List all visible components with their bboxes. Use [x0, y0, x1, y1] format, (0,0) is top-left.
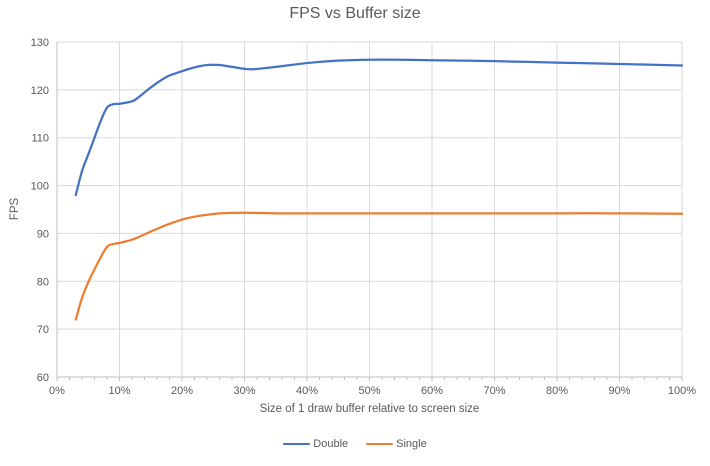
x-tick-label: 10%: [108, 385, 130, 397]
legend-item-double: Double: [283, 438, 348, 450]
y-tick-label: 110: [31, 133, 49, 145]
legend-label-double: Double: [313, 438, 349, 450]
plot-area: 60 70 80 90 100 110 120 130 0% 10% 20% 30% 40% 50% 60%…: [31, 37, 697, 397]
y-tick-label: 120: [31, 85, 49, 97]
legend-swatch-single: [366, 442, 394, 446]
x-tick-label: 50%: [358, 385, 380, 397]
y-tick-label: 70: [37, 324, 49, 336]
y-tick-label: 100: [31, 181, 49, 193]
x-axis-title: Size of 1 draw buffer relative to screen…: [259, 403, 480, 415]
legend-swatch-double: [283, 442, 311, 446]
chart-title: FPS vs Buffer size: [289, 5, 421, 22]
series-line-single: [74, 211, 684, 321]
x-tick-label: 80%: [546, 385, 568, 397]
y-tick-label: 90: [37, 228, 49, 240]
x-tick-label: 90%: [608, 385, 630, 397]
x-tick-label: 70%: [483, 385, 505, 397]
legend-item-single: Single: [366, 438, 427, 450]
series-line-double: [74, 58, 684, 197]
y-tick-label: 60: [37, 372, 49, 384]
y-axis-title: FPS: [9, 197, 21, 221]
y-tick-label: 80: [37, 276, 49, 288]
x-tick-label: 40%: [296, 385, 318, 397]
x-tick-label: 20%: [171, 385, 193, 397]
x-tick-label: 60%: [421, 385, 443, 397]
x-tick-label: 0%: [49, 385, 65, 397]
x-tick-label: 30%: [233, 385, 255, 397]
y-tick-label: 130: [31, 37, 49, 49]
x-tick-label: 100%: [668, 385, 696, 397]
legend-label-single: Single: [396, 438, 427, 450]
legend: Double Single: [0, 438, 710, 450]
